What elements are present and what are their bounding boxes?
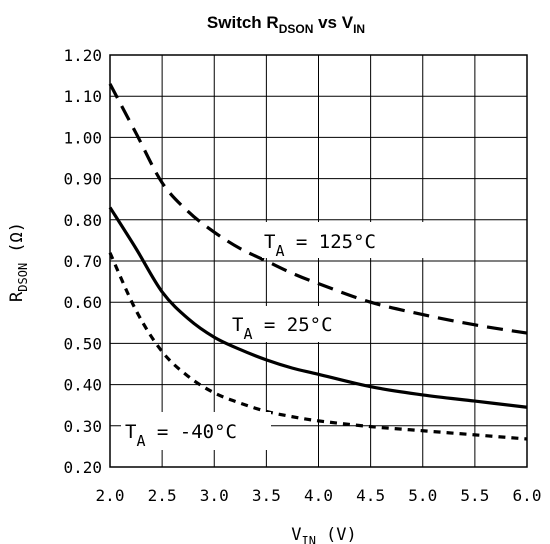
x-tick-label: 5.5 xyxy=(460,486,489,505)
y-tick-label: 1.20 xyxy=(63,46,102,65)
label-125c: TA = 125°C xyxy=(264,231,376,260)
x-tick-label: 3.0 xyxy=(200,486,229,505)
y-tick-label: 0.80 xyxy=(63,211,102,230)
title-main: Switch R xyxy=(207,13,279,32)
x-tick-label: 6.0 xyxy=(513,486,542,505)
y-tick-label: 0.50 xyxy=(63,334,102,353)
x-tick-label: 5.0 xyxy=(408,486,437,505)
y-axis-label: RDSON(Ω) xyxy=(7,222,30,302)
y-tick-label: 1.10 xyxy=(63,87,102,106)
y-tick-label: 1.00 xyxy=(63,128,102,147)
y-tick-label: 0.30 xyxy=(63,417,102,436)
title-sub-2: IN xyxy=(353,22,365,36)
grid xyxy=(109,54,528,468)
y-tick-label: 0.90 xyxy=(63,170,102,189)
y-tick-label: 0.40 xyxy=(63,376,102,395)
series-125c-line xyxy=(108,83,528,335)
x-tick-label: 2.0 xyxy=(96,486,125,505)
x-tick-label: 4.0 xyxy=(304,486,333,505)
label-minus40c: TA = -40°C xyxy=(125,421,237,450)
x-tick-labels: 2.0 2.5 3.0 3.5 4.0 4.5 5.0 5.5 6.0 xyxy=(96,486,542,505)
x-tick-label: 3.5 xyxy=(252,486,281,505)
series-minus40c-line xyxy=(108,252,528,441)
y-tick-label: 0.70 xyxy=(63,252,102,271)
series-lines xyxy=(108,83,528,441)
y-tick-label: 0.20 xyxy=(63,458,102,477)
label-bg-minus40 xyxy=(121,412,271,450)
label-bg-25 xyxy=(228,306,358,342)
plot-frame xyxy=(109,54,528,468)
x-tick-label: 2.5 xyxy=(148,486,177,505)
chart-title: Switch RDSON vs VIN xyxy=(207,13,365,36)
x-axis-label: VIN (V) xyxy=(291,525,356,544)
label-bg-125 xyxy=(262,222,440,258)
title-mid: vs V xyxy=(313,13,353,32)
x-tick-label: 4.5 xyxy=(356,486,385,505)
label-25c: TA = 25°C xyxy=(232,314,333,343)
y-tick-label: 0.60 xyxy=(63,293,102,312)
title-sub-1: DSON xyxy=(279,22,314,36)
series-25c-line xyxy=(108,206,528,409)
y-tick-labels: 1.20 1.10 1.00 0.90 0.80 0.70 0.60 0.50 0.40 0.30… xyxy=(63,46,102,477)
